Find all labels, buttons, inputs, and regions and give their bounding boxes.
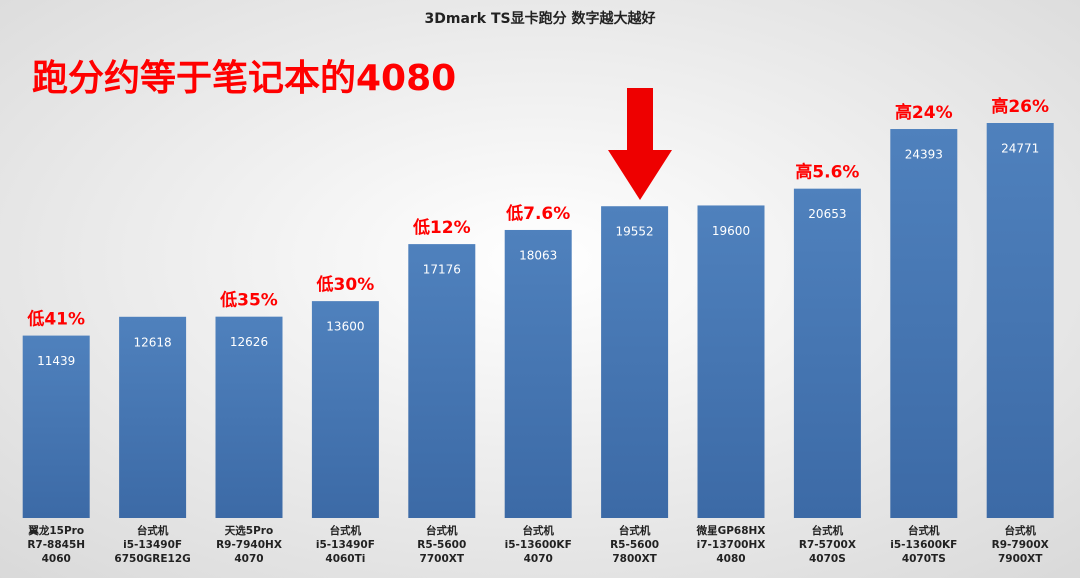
x-tick-label: i5-13600KF (890, 539, 957, 551)
x-tick-label: 4060 (42, 553, 71, 565)
x-tick-label: 台式机 (619, 524, 651, 537)
arrow (608, 88, 672, 200)
bar (311, 301, 379, 518)
chart-title: 3Dmark TS显卡跑分 数字越大越好 (425, 10, 656, 27)
x-tick-label: R7-8845H (27, 539, 85, 551)
x-tick-label: i5-13600KF (505, 539, 572, 551)
x-tick-label: i5-13490F (316, 539, 375, 551)
value-label: 18063 (519, 248, 557, 262)
bar-annotation: 高24% (895, 102, 953, 123)
bar-annotation: 低35% (219, 290, 278, 311)
x-tick-label: R9-7900X (992, 539, 1049, 551)
value-label: 20653 (808, 207, 846, 221)
value-label: 24393 (905, 148, 943, 162)
bar (601, 206, 669, 518)
bar (697, 205, 765, 519)
x-tick-label: 6750GRE12G (114, 553, 190, 565)
bar (408, 244, 476, 519)
headline: 跑分约等于笔记本的4080 (32, 58, 456, 99)
bar (22, 335, 90, 518)
x-tick-label: R5-5600 (610, 539, 659, 551)
x-tick-label: R7-5700X (799, 539, 856, 551)
x-tick-label: 4070 (524, 553, 553, 565)
x-tick-label: 台式机 (1004, 524, 1036, 537)
bar (793, 188, 861, 518)
bar (890, 129, 958, 518)
value-label: 13600 (326, 320, 364, 334)
value-label: 11439 (37, 354, 75, 368)
bar-annotation: 低30% (316, 274, 375, 295)
x-tick-label: 微星GP68HX (696, 524, 766, 537)
value-label: 12626 (230, 335, 268, 349)
bar (119, 316, 187, 518)
x-tick-label: 7700XT (420, 553, 465, 565)
bar (215, 316, 283, 518)
x-tick-label: 4070S (809, 553, 846, 565)
bar-annotation: 低12% (412, 217, 471, 238)
value-label: 12618 (134, 335, 172, 349)
x-tick-label: 翼龙15Pro (27, 524, 84, 537)
bar-annotation: 低7.6% (505, 203, 570, 224)
x-tick-label: 4060Ti (325, 553, 365, 565)
bar-annotation: 高5.6% (795, 162, 859, 183)
x-tick-label: R5-5600 (417, 539, 466, 551)
value-label: 24771 (1001, 142, 1039, 156)
x-tick-label: R9-7940HX (216, 539, 282, 551)
x-tick-label: 台式机 (908, 524, 940, 537)
value-label: 17176 (423, 263, 461, 277)
x-tick-label: 4070TS (902, 553, 946, 565)
x-tick-label: 台式机 (137, 524, 169, 537)
x-tick-label: 7800XT (612, 553, 657, 565)
x-tick-label: 台式机 (812, 524, 844, 537)
bar-annotation: 低41% (26, 309, 85, 330)
x-tick-label: 台式机 (426, 524, 458, 537)
bar (504, 229, 572, 518)
x-tick-label: 7900XT (998, 553, 1043, 565)
x-tick-label: i5-13490F (123, 539, 182, 551)
x-tick-label: 台式机 (522, 524, 554, 537)
x-tick-label: 4080 (716, 553, 745, 565)
value-label: 19600 (712, 224, 750, 238)
x-tick-label: 天选5Pro (225, 524, 273, 537)
bar-annotation: 高26% (991, 96, 1049, 117)
value-label: 19552 (616, 225, 654, 239)
x-tick-label: 4070 (234, 553, 263, 565)
x-tick-label: i7-13700HX (697, 539, 766, 551)
bar (986, 123, 1054, 518)
x-tick-label: 台式机 (330, 524, 362, 537)
